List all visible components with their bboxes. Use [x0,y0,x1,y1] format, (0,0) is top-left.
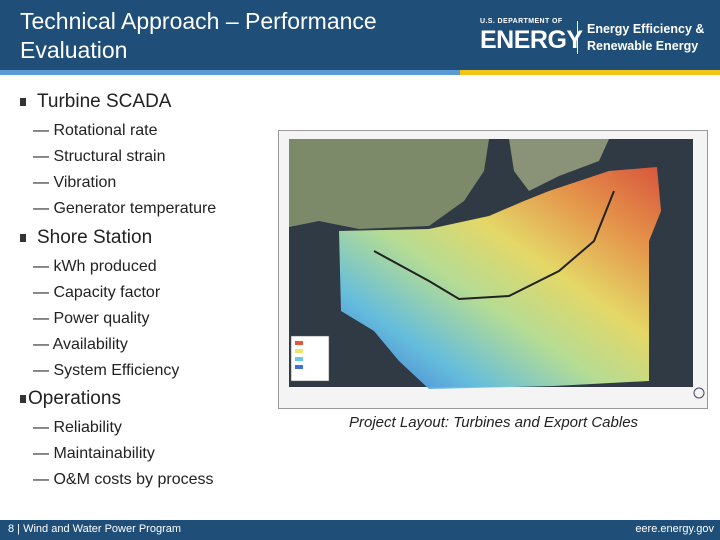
logo-eere-text: Energy Efficiency & Renewable Energy [587,21,704,55]
list-item: — Reliability [33,419,122,436]
figure-caption: Project Layout: Turbines and Export Cabl… [349,414,639,431]
footer-page-program: 8 | Wind and Water Power Program [8,523,182,535]
legend-swatch [295,365,303,369]
compass-icon [693,387,705,399]
slide-footer: 8 | Wind and Water Power Program eere.en… [0,520,720,540]
footer-website: eere.energy.gov [635,523,714,535]
export-cable-line [373,190,615,301]
bullet-square-icon [20,395,26,403]
accent-bar-gold [460,70,720,75]
bathymetry-survey-area [339,167,661,389]
list-item: — Capacity factor [33,284,161,301]
list-item: — System Efficiency [33,362,180,379]
bathymetry-map-image [278,130,708,409]
bullet-square-icon [20,234,26,242]
accent-bar-blue [0,70,460,75]
section-heading-text: Turbine SCADA [37,91,172,112]
list-item: — Maintainability [33,445,155,462]
logo-divider [577,21,578,54]
section-heading-shore: Shore Station [20,227,152,249]
logo-energy-wordmark: ENERGY [480,26,583,54]
legend-swatch [295,341,303,345]
logo-dept-small: U.S. DEPARTMENT OF [480,18,563,25]
section-heading-scada: Turbine SCADA [20,91,171,113]
slide-header: Technical Approach – Performance Evaluat… [0,0,720,70]
logo-eere-line1: Energy Efficiency & [587,22,705,36]
section-heading-text: Operations [28,388,121,409]
legend-swatch [295,357,303,361]
map-graphic [289,139,705,399]
land-area [289,139,489,229]
list-item: — O&M costs by process [33,471,214,488]
bullet-square-icon [20,98,26,106]
list-item: — kWh produced [33,258,157,275]
section-heading-operations: Operations [20,388,121,410]
slide-title: Technical Approach – Performance Evaluat… [20,8,377,63]
logo-eere-line2: Renewable Energy [587,39,699,53]
land-area [509,139,609,191]
legend-swatch [295,349,303,353]
section-heading-text: Shore Station [37,227,153,248]
list-item: — Vibration [33,174,117,191]
list-item: — Rotational rate [33,122,158,139]
list-item: — Structural strain [33,148,166,165]
list-item: — Generator temperature [33,200,217,217]
list-item: — Availability [33,336,128,353]
list-item: — Power quality [33,310,150,327]
